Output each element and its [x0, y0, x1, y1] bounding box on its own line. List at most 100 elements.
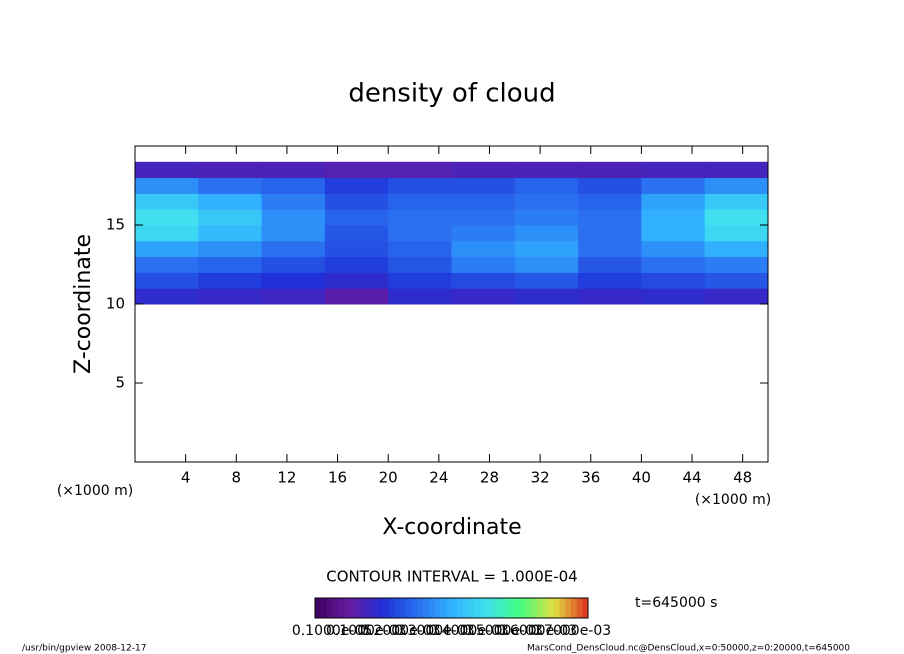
colorbar-cell — [502, 598, 509, 618]
heat-cell — [198, 240, 263, 258]
colorbar-cell — [337, 598, 344, 618]
heat-cell — [641, 161, 706, 179]
heat-cell — [324, 256, 389, 273]
heat-cell — [198, 161, 263, 179]
heat-cell — [261, 288, 326, 305]
heat-cell — [324, 161, 389, 179]
heat-cell — [641, 177, 706, 194]
colorbar-cell — [582, 598, 589, 618]
heat-cell — [704, 256, 769, 273]
heat-cell — [451, 193, 516, 210]
heat-cell — [135, 256, 199, 273]
heat-cell — [198, 209, 263, 226]
colorbar-cell — [326, 598, 333, 618]
x-tick-label: 48 — [733, 469, 752, 487]
heat-cell — [388, 240, 452, 258]
colorbar-cell — [474, 598, 481, 618]
heat-cell — [451, 161, 516, 179]
colorbar-cell — [497, 598, 503, 618]
x-tick-label: 20 — [379, 469, 398, 487]
colorbar-cell — [479, 598, 486, 618]
heat-cell — [514, 288, 579, 305]
heat-cell — [261, 225, 326, 242]
colorbar-cell — [565, 598, 572, 618]
colorbar-cell — [570, 598, 577, 618]
heat-cell — [135, 288, 199, 305]
heat-cell — [261, 161, 326, 179]
heat-cell — [198, 193, 263, 210]
chart-title: density of cloud — [348, 79, 555, 109]
x-axis-label: X-coordinate — [382, 515, 521, 540]
colorbar-cell — [354, 598, 361, 618]
heat-cell — [451, 256, 516, 273]
heat-cell — [324, 177, 389, 194]
heat-cell — [451, 225, 516, 242]
time-note: t=645000 s — [635, 595, 717, 611]
footer-right: MarsCond_DensCloud.nc@DensCloud,x=0:5000… — [527, 644, 850, 654]
colorbar-cell — [343, 598, 350, 618]
x-tick-label: 8 — [232, 469, 242, 487]
x-tick-label: 44 — [682, 469, 701, 487]
heat-cell — [641, 272, 706, 289]
heat-cell — [641, 288, 706, 305]
heat-cell — [514, 225, 579, 242]
colorbar-label: 0.6000e-03 — [497, 623, 577, 639]
x-tick-label: 16 — [328, 469, 347, 487]
footer-left: /usr/bin/gpview 2008-12-17 — [22, 644, 146, 654]
heat-cell — [514, 209, 579, 226]
heat-cell — [451, 177, 516, 194]
colorbar-label: 0.2000e-03 — [360, 623, 440, 639]
heat-cell — [704, 240, 769, 258]
heat-cell — [451, 272, 516, 289]
colorbar-frame — [314, 597, 589, 619]
colorbar-label: 0.1000e-05 — [292, 623, 372, 639]
heat-cell — [135, 161, 199, 179]
heat-cell — [261, 193, 326, 210]
heat-cell — [388, 288, 452, 305]
heat-cell — [641, 209, 706, 226]
heat-cell — [135, 209, 199, 226]
heat-cell — [704, 225, 769, 242]
heat-cell — [704, 177, 769, 194]
colorbar-cell — [428, 598, 435, 618]
heat-cell — [261, 240, 326, 258]
y-tick-label: 10 — [106, 295, 125, 313]
heat-cell — [388, 177, 452, 194]
heat-cell — [704, 161, 769, 179]
colorbar-label: 0.3000e-03 — [394, 623, 474, 639]
heat-cell — [704, 209, 769, 226]
colorbar-cell — [576, 598, 583, 618]
heat-cell — [704, 193, 769, 210]
colorbar-cell — [485, 598, 492, 618]
heat-cell — [198, 256, 263, 273]
x-tick-label: 12 — [277, 469, 296, 487]
heat-cell — [135, 177, 199, 194]
heat-cell — [324, 272, 389, 289]
heat-cell — [324, 225, 389, 242]
colorbar-cell — [536, 598, 543, 618]
x-unit: (×1000 m) — [695, 492, 771, 508]
colorbar-cell — [508, 598, 515, 618]
heat-cell — [578, 288, 642, 305]
colorbar-cell — [542, 598, 549, 618]
heat-cell — [704, 288, 769, 305]
heat-cell — [135, 225, 199, 242]
colorbar-cell — [559, 598, 566, 618]
heat-cell — [704, 272, 769, 289]
heat-cell — [261, 177, 326, 194]
heat-cell — [324, 209, 389, 226]
heat-cell — [324, 240, 389, 258]
heat-cell — [451, 288, 516, 305]
colorbar-cell — [548, 598, 555, 618]
colorbar-cell — [468, 598, 475, 618]
colorbar-cell — [332, 598, 339, 618]
heat-cell — [641, 225, 706, 242]
heat-cell — [388, 272, 452, 289]
colorbar-label: 0.4000e-03 — [428, 623, 508, 639]
heat-cell — [514, 177, 579, 194]
heat-cell — [388, 193, 452, 210]
colorbar-cell — [377, 598, 384, 618]
heat-cell — [451, 209, 516, 226]
x-tick-label: 32 — [531, 469, 550, 487]
